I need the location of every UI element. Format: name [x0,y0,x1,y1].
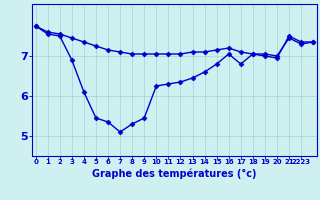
X-axis label: Graphe des températures (°c): Graphe des températures (°c) [92,168,257,179]
